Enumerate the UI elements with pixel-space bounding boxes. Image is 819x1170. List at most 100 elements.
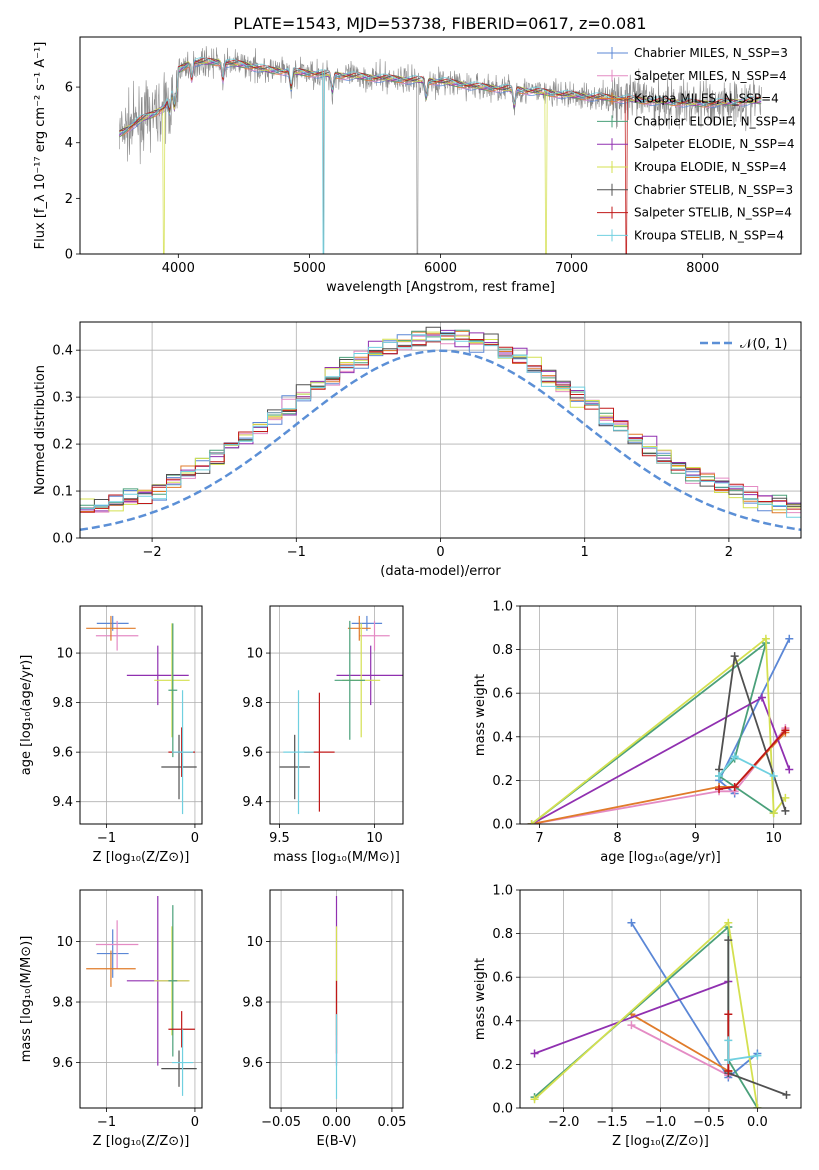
legend-label: Kroupa STELIB, N_SSP=4: [634, 228, 784, 242]
y-tick-label: 0.3: [52, 391, 73, 406]
x-axis-label: age [log₁₀(age/yr)]: [600, 850, 721, 865]
axes-frame: [79, 605, 203, 825]
x-tick-label: 0: [436, 545, 444, 560]
y-tick-label: 0.6: [492, 687, 513, 702]
x-tick-label: 7: [535, 831, 543, 846]
y-tick-label: 10: [56, 935, 73, 950]
weight-marker: [753, 1104, 762, 1108]
y-tick-label: 4: [65, 136, 73, 151]
x-axis-label: Z [log₁₀(Z/Z⊙)]: [93, 850, 190, 865]
x-tick-label: 6000: [424, 261, 457, 276]
weight-line: [630, 1024, 729, 1077]
plot-area: [119, 46, 762, 254]
panel-mass_vs_Z: −1 0 9.6 9.8 10 Z [log₁₀(Z/Z⊙)] mass [log₁₀(M/…: [19, 889, 203, 1149]
x-axis-label: wavelength [Angstrom, rest frame]: [326, 280, 555, 295]
y-tick-label: 0: [65, 248, 73, 263]
x-tick-label: −2: [143, 545, 162, 560]
weight-marker: [715, 772, 724, 781]
weight-marker: [761, 634, 770, 643]
y-tick-label: 0.1: [52, 485, 73, 500]
x-tick-label: 0: [191, 831, 199, 846]
weight-marker: [724, 1010, 733, 1019]
weight-marker: [715, 785, 724, 794]
legend-label: Salpeter ELODIE, N_SSP=4: [634, 137, 795, 151]
x-tick-label: 2: [725, 545, 733, 560]
y-tick-label: 10: [246, 935, 263, 950]
weight-line: [531, 640, 775, 824]
x-tick-label: −2.0: [548, 1115, 580, 1130]
y-axis-label: Flux [f_λ 10⁻¹⁷ erg cm⁻² s⁻¹ A⁻¹]: [33, 42, 48, 250]
weight-marker: [724, 1056, 733, 1065]
model-spectrum-line: [119, 57, 762, 254]
x-tick-label: 9: [691, 831, 699, 846]
y-tick-label: 9.8: [52, 696, 73, 711]
y-tick-label: 0.0: [492, 818, 513, 833]
plot-area: [86, 896, 197, 1096]
y-tick-label: 9.6: [242, 1056, 263, 1071]
model-spectrum-line: [119, 57, 762, 254]
weight-line: [534, 980, 729, 1055]
weight-line: [630, 1013, 729, 1072]
weight-marker: [753, 1051, 762, 1060]
x-tick-label: −1: [287, 545, 306, 560]
plot-area: [530, 918, 791, 1108]
model-spectrum-line: [119, 58, 762, 254]
y-tick-label: 9.6: [52, 746, 73, 761]
y-axis-label: age [log₁₀(age/yr)]: [19, 655, 34, 776]
y-tick-label: 9.8: [242, 996, 263, 1011]
x-tick-label: 0.0: [747, 1115, 768, 1130]
x-axis-label: Z [log₁₀(Z/Z⊙)]: [93, 1134, 190, 1149]
y-tick-label: 0.2: [492, 1058, 513, 1073]
weight-marker: [724, 918, 733, 927]
weight-line: [531, 636, 787, 824]
weight-marker: [530, 1095, 539, 1104]
weight-line: [531, 727, 787, 824]
weight-line: [533, 925, 759, 1108]
axes-frame: [79, 889, 203, 1109]
x-tick-label: 9.5: [269, 831, 290, 846]
panel-weight_vs_Z: −2.0 −1.5 −1.0 −0.5 0.0 0.0 0.2 0.4 0.6 0.8 1.0 Z […: [473, 884, 802, 1149]
figure-title: PLATE=1543, MJD=53738, FIBERID=0617, z=0…: [233, 14, 646, 33]
weight-marker: [730, 782, 739, 791]
y-tick-label: 9.8: [52, 996, 73, 1011]
y-tick-label: 9.6: [52, 1056, 73, 1071]
x-tick-label: 4000: [162, 261, 195, 276]
x-axis-label: (data-model)/error: [380, 564, 501, 579]
weight-line: [533, 920, 759, 1108]
weight-marker: [785, 634, 794, 643]
legend-label: 𝒩(0, 1): [740, 337, 787, 352]
weight-marker: [527, 820, 536, 824]
weight-line: [630, 922, 758, 1079]
axes-frame: [269, 889, 404, 1109]
model-spectrum-line: [119, 58, 762, 132]
x-tick-label: 8: [613, 831, 621, 846]
weight-marker: [530, 1049, 539, 1058]
weight-marker: [627, 918, 636, 927]
weight-marker: [757, 693, 766, 702]
panel-age_vs_Z: −1 0 9.4 9.6 9.8 10 Z [log₁₀(Z/Z⊙)] age [log₁₀(…: [19, 605, 203, 865]
model-spectrum-line: [119, 61, 762, 135]
y-tick-label: 0.4: [492, 1014, 513, 1029]
y-tick-label: 9.4: [52, 795, 73, 810]
weight-marker: [769, 809, 778, 818]
y-tick-label: 9.8: [242, 696, 263, 711]
weight-marker: [730, 652, 739, 661]
y-tick-label: 9.4: [242, 795, 263, 810]
model-spectrum-line: [119, 60, 762, 138]
legend-label: Chabrier MILES, N_SSP=3: [634, 46, 788, 60]
y-tick-label: 1.0: [492, 884, 513, 899]
panel-residuals: −2 −1 0 1 2 0.0 0.1 0.2 0.3 0.4 (data-model)/error…: [33, 321, 802, 579]
y-tick-label: 6: [65, 81, 73, 96]
panel-age_vs_mass: 9.5 10 9.4 9.6 9.8 10 mass [log₁₀(M/M⊙)]: [242, 605, 404, 865]
y-axis-label: mass [log₁₀(M/M⊙)]: [19, 936, 34, 1063]
panel-spectrum: 4000 5000 6000 7000 8000 0 2 4 6 wavelength [Angs…: [33, 36, 802, 295]
axes-frame: [519, 889, 802, 1109]
x-tick-label: −1: [97, 831, 116, 846]
legend-label: Chabrier STELIB, N_SSP=3: [634, 183, 793, 197]
weight-line: [531, 731, 787, 824]
residual-histogram: [80, 326, 801, 509]
weight-marker: [785, 765, 794, 774]
y-tick-label: 0.4: [52, 344, 73, 359]
y-axis-label: mass weight: [473, 674, 488, 756]
y-tick-label: 0.8: [492, 643, 513, 658]
